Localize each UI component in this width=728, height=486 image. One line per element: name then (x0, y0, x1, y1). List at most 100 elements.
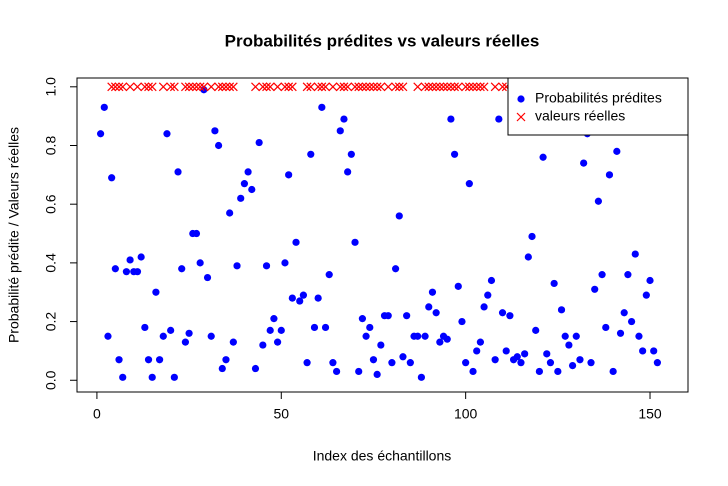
dot-marker (141, 323, 149, 332)
cross-stroke (453, 82, 463, 92)
cross-stroke (258, 82, 268, 92)
cross-marker (147, 82, 157, 92)
cross-stroke (328, 82, 338, 92)
dot-marker (104, 332, 112, 340)
dot-marker (344, 168, 352, 176)
cross-stroke (188, 82, 198, 92)
y-tick-label: 0.8 (43, 136, 59, 156)
dot-marker (417, 373, 426, 381)
cross-marker (313, 82, 323, 92)
cross-marker (221, 82, 231, 92)
dot-marker (639, 347, 647, 355)
dot-marker (613, 147, 621, 155)
cross-marker (490, 82, 500, 92)
dot-marker (414, 332, 422, 340)
dot-marker (310, 323, 319, 332)
legend-label: Probabilités prédites (535, 90, 662, 106)
dot-marker (185, 329, 193, 337)
cross-stroke (284, 82, 294, 92)
dot-marker (226, 209, 234, 217)
cross-marker (435, 82, 445, 92)
cross-stroke (431, 82, 441, 92)
cross-marker (428, 82, 437, 92)
dot-marker (347, 150, 355, 158)
dot-marker (436, 338, 444, 346)
dot-marker (332, 367, 341, 376)
cross-stroke (383, 82, 393, 92)
cross-marker (475, 82, 485, 92)
dot-marker (362, 332, 370, 340)
dot-marker (568, 361, 577, 370)
cross-marker (442, 82, 452, 92)
cross-marker (107, 82, 117, 92)
dot-marker (557, 306, 566, 314)
cross-marker (450, 82, 460, 92)
cross-stroke (450, 82, 460, 92)
y-tick-label: 0.2 (43, 312, 59, 332)
cross-marker (195, 82, 205, 92)
cross-stroke (206, 82, 216, 92)
dot-marker (163, 130, 171, 138)
cross-marker (343, 82, 353, 92)
dot-marker (521, 350, 529, 358)
dot-marker (307, 150, 315, 158)
cross-marker (321, 82, 330, 92)
dot-marker (406, 359, 414, 367)
dot-marker (373, 370, 381, 378)
cross-marker (376, 82, 386, 92)
dot-marker (336, 127, 344, 135)
cross-stroke (321, 82, 330, 92)
dot-marker (594, 197, 602, 205)
cross-stroke (273, 82, 283, 92)
dot-marker (133, 268, 142, 276)
dot-marker (178, 265, 186, 273)
dot-marker (318, 103, 326, 111)
cross-stroke (287, 82, 297, 92)
dot-marker (237, 194, 245, 202)
dot-marker (395, 212, 403, 220)
cross-stroke (302, 82, 312, 92)
cross-stroke (313, 82, 323, 92)
cross-marker (464, 82, 474, 92)
dot-marker (403, 312, 411, 320)
cross-stroke (221, 82, 231, 92)
cross-marker (446, 82, 456, 92)
dot-marker (462, 359, 470, 367)
cross-stroke (461, 82, 471, 92)
dot-marker (369, 356, 378, 364)
dot-marker (203, 273, 212, 282)
cross-stroke (228, 82, 238, 92)
dot-marker (447, 115, 455, 123)
dot-marker (528, 232, 536, 241)
marks (96, 82, 661, 381)
cross-stroke (424, 82, 434, 92)
dot-marker (329, 359, 337, 367)
cross-marker (158, 82, 168, 92)
dot-marker (539, 153, 547, 161)
dot-marker (432, 309, 440, 317)
cross-stroke (372, 82, 382, 92)
cross-marker (516, 112, 526, 122)
dot-marker (602, 323, 610, 332)
dot-marker (137, 253, 145, 261)
dot-marker (450, 150, 459, 158)
cross-marker (394, 82, 404, 92)
cross-marker (184, 82, 194, 92)
cross-stroke (365, 82, 375, 92)
dot-marker (126, 256, 134, 264)
dot-marker (207, 332, 215, 340)
cross-marker (372, 82, 382, 92)
cross-marker (280, 82, 290, 92)
cross-marker (199, 82, 209, 92)
dot-marker (458, 317, 466, 326)
cross-stroke (475, 82, 485, 92)
cross-stroke (350, 82, 360, 92)
dot-marker (174, 168, 182, 176)
cross-marker (413, 82, 423, 92)
dot-marker (587, 359, 595, 367)
dot-marker (108, 174, 116, 182)
cross-marker (420, 82, 430, 92)
cross-stroke (180, 82, 190, 92)
cross-stroke (265, 82, 275, 92)
cross-stroke (144, 82, 153, 92)
